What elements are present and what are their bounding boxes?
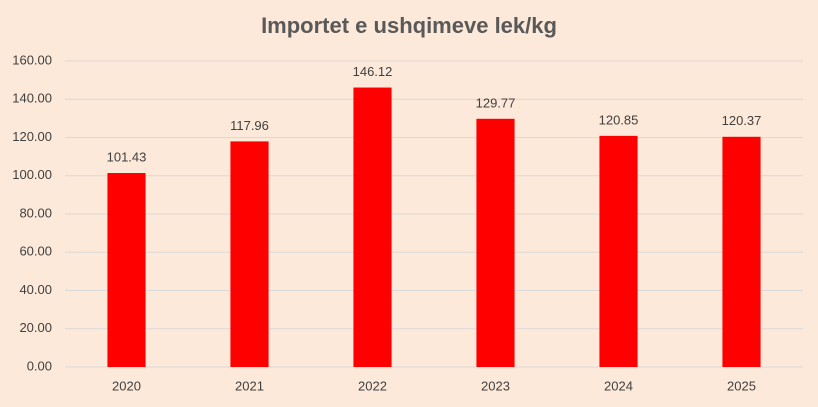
- y-tick-label: 100.00: [12, 167, 52, 182]
- x-tick-label: 2020: [112, 378, 141, 393]
- x-tick-label: 2022: [358, 378, 387, 393]
- x-tick-label: 2025: [727, 378, 756, 393]
- bar: [107, 173, 146, 367]
- data-label: 117.96: [230, 118, 269, 133]
- data-label: 120.85: [599, 112, 639, 127]
- data-label: 146.12: [353, 64, 393, 79]
- x-tick-label: 2021: [235, 378, 264, 393]
- x-tick-label: 2024: [604, 378, 633, 393]
- y-tick-label: 160.00: [12, 52, 52, 67]
- y-tick-label: 20.00: [19, 320, 52, 335]
- y-tick-label: 0.00: [27, 358, 52, 373]
- bar: [230, 141, 269, 367]
- data-label: 101.43: [107, 149, 147, 164]
- bar: [722, 136, 761, 367]
- chart-title: Importet e ushqimeve lek/kg: [261, 13, 557, 38]
- y-tick-label: 40.00: [19, 282, 52, 297]
- bar: [599, 135, 638, 367]
- y-tick-label: 120.00: [12, 129, 52, 144]
- x-tick-label: 2023: [481, 378, 510, 393]
- y-tick-label: 80.00: [19, 205, 52, 220]
- bar: [353, 87, 392, 367]
- y-tick-label: 140.00: [12, 91, 52, 106]
- data-label: 120.37: [722, 113, 762, 128]
- y-tick-label: 60.00: [19, 244, 52, 259]
- data-label: 129.77: [476, 95, 516, 110]
- bar: [476, 118, 515, 367]
